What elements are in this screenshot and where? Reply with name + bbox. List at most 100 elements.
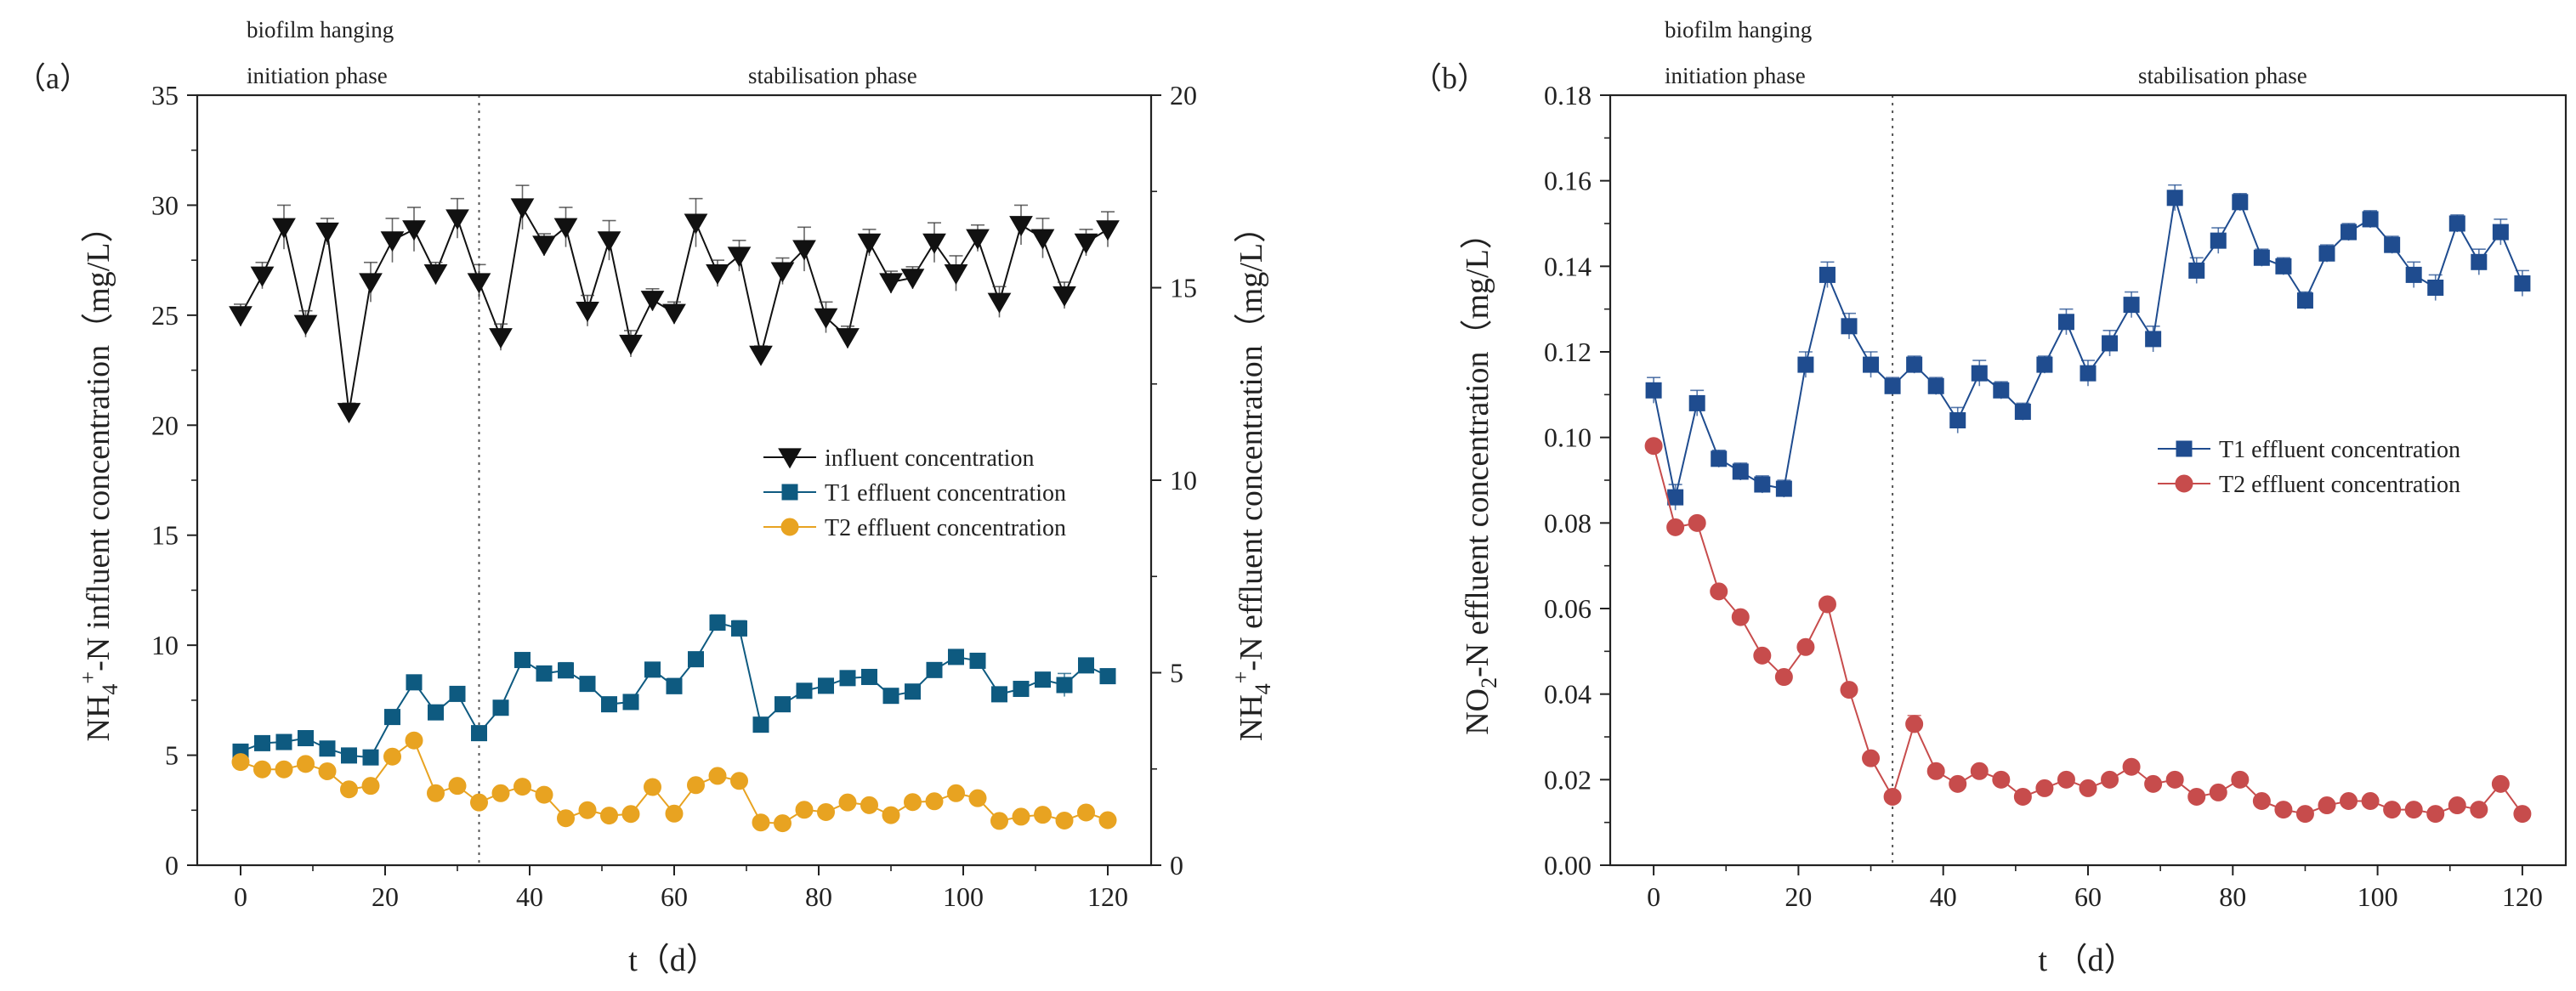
- panel-a-series-0-point: [1074, 233, 1098, 254]
- panel-b-left-y-tick-label: 0.02: [1544, 764, 1592, 795]
- panel-b-left-y-tick-label: 0.12: [1544, 337, 1592, 367]
- panel-a-series-1-point: [839, 670, 856, 687]
- panel-a-series-0-point: [684, 213, 708, 235]
- panel-b-series-1-point: [2035, 779, 2054, 797]
- panel-a-series-0-point: [987, 292, 1012, 314]
- panel-a-series-1-point: [991, 686, 1007, 703]
- panel-b-series-0-point: [2253, 249, 2270, 266]
- panel-a-right-y-tick-label: 0: [1170, 850, 1183, 881]
- panel-a-series-0-point: [402, 220, 426, 241]
- panel-a-series-1-point: [644, 661, 661, 678]
- panel-b-series-0-point: [2014, 403, 2031, 420]
- panel-a-series-0-point: [640, 291, 665, 312]
- panel-a-series-0-point: [857, 233, 882, 254]
- panel-b-series-0-point: [2448, 215, 2465, 232]
- panel-a-series-2-point: [275, 760, 293, 779]
- panel-a-series-1-point: [341, 747, 357, 764]
- panel-a-series-2-point: [860, 796, 878, 814]
- panel-b-axes: 0 20 40 60 80 100 120 0.00 0.02 0.04 0.06 0.08 0.10 0…: [1544, 80, 2567, 912]
- panel-b-legend-marker-0: [2176, 440, 2193, 457]
- panel-b-left-y-tick-label: 0.00: [1544, 850, 1592, 881]
- panel-a-legend: influent concentration T1 effluent concen…: [763, 445, 1066, 541]
- panel-a-series-0-point: [662, 303, 686, 325]
- panel-a-series-1-point: [969, 652, 986, 669]
- panel-b-series-0-point: [1775, 480, 1792, 497]
- panel-a-series-1-point: [861, 668, 877, 685]
- panel-b-series-1-point: [2448, 796, 2466, 815]
- panel-b-phase-initiation: initiation phase: [1665, 63, 1806, 88]
- panel-a-series-0-point: [727, 246, 752, 268]
- panel-b-series-1-point: [2426, 805, 2445, 824]
- panel-b-series-0-point: [1819, 266, 1836, 283]
- panel-a-series-2-point: [557, 809, 575, 828]
- panel-a-series-1-point: [601, 696, 617, 713]
- panel-b-series-1-point: [2057, 770, 2075, 789]
- panel-a-series-0-point: [619, 334, 643, 355]
- panel-a-series-1-point: [254, 734, 270, 751]
- panel-a-series-0-point: [879, 273, 903, 294]
- panel-a-left-y-tick-label: 30: [151, 190, 179, 220]
- panel-b-left-y-tick-label: 0.14: [1544, 251, 1592, 281]
- panel-b-series-0-point: [2123, 297, 2140, 314]
- panel-b-series-0-point: [2210, 232, 2227, 249]
- panel-a-x-tick-label: 0: [234, 881, 247, 912]
- panel-b-series-0-point: [1884, 377, 1901, 394]
- panel-b-series-1-point: [1840, 681, 1858, 699]
- panel-b-series-0-point: [2080, 365, 2097, 382]
- panel-a-series-1-point: [1078, 657, 1094, 674]
- panel-a-x-tick-label: 40: [516, 881, 543, 912]
- panel-a-x-tick-label: 100: [943, 881, 984, 912]
- panel-a-series-2-point: [383, 747, 401, 766]
- panel-a-right-ylabel: NH4+-N effluent concentration（mg/L）: [1228, 211, 1275, 741]
- panel-a-series-0-point: [770, 262, 795, 283]
- panel-b-x-tick-label: 0: [1647, 881, 1660, 912]
- panel-b-series-0-point: [2145, 331, 2162, 348]
- panel-b-series-0-point: [1949, 412, 1966, 429]
- panel-b-series-1-point: [1644, 437, 1663, 456]
- panel-a-series-1-point: [796, 682, 813, 699]
- panel-a-right-y-tick-label: 15: [1170, 273, 1197, 303]
- panel-b-series-1-point: [2491, 774, 2510, 793]
- panel-a-series-1-point: [449, 685, 466, 702]
- panel-b-series-0-point: [1863, 356, 1880, 373]
- panel-b-series-0-point: [2341, 224, 2358, 241]
- panel-b-series-0-point: [2318, 245, 2335, 262]
- panel-a-series-1-point: [558, 662, 574, 679]
- panel-a-series-0: [229, 184, 1120, 424]
- panel-b-legend: T1 effluent concentration T2 effluent con…: [2158, 437, 2460, 498]
- panel-a-series-0-point: [359, 273, 383, 294]
- panel-a-series-2-point: [535, 785, 553, 804]
- panel-b-phase-line1: biofilm hanging: [1665, 17, 1812, 42]
- panel-b-series-0-point: [1841, 318, 1858, 335]
- panel-b-series-0-point: [2275, 258, 2292, 275]
- panel-b-left-y-tick-label: 0.08: [1544, 507, 1592, 538]
- panel-a-series-1-point: [688, 651, 704, 668]
- panel-b-legend-label-0: T1 effluent concentration: [2219, 437, 2460, 463]
- panel-a-series-1-point: [362, 749, 379, 766]
- panel-b-series-1-point: [1688, 513, 1706, 532]
- panel-b-x-tick-label: 20: [1784, 881, 1812, 912]
- panel-a-series-0-point: [1030, 229, 1055, 250]
- panel-b-series-0-point: [1667, 489, 1684, 506]
- panel-a-series-2-point: [297, 755, 315, 773]
- panel-a-series-0-point: [315, 222, 339, 243]
- panel-b-series-0: [1645, 184, 2531, 511]
- panel-b-series-0-point: [2384, 236, 2401, 253]
- panel-a-legend-marker-2: [780, 518, 799, 536]
- panel-a-series-2-point: [687, 776, 705, 795]
- panel-a-series-2-point: [361, 777, 380, 796]
- panel-a-series-1: [232, 614, 1116, 766]
- panel-b-series-0-point: [1927, 377, 1944, 394]
- panel-a-series-2-point: [405, 731, 423, 750]
- panel-a-series-0-point: [792, 240, 816, 261]
- panel-a-phase-initiation: initiation phase: [247, 63, 388, 88]
- panel-a-legend-marker-1: [781, 484, 798, 501]
- panel-a-right-y-tick-label: 10: [1170, 465, 1197, 496]
- panel-a-series-0-point: [510, 198, 535, 219]
- panel-b-series-1-point: [2101, 770, 2119, 789]
- panel-b-x-tick-label: 100: [2358, 881, 2398, 912]
- panel-a-series-2-point: [774, 814, 792, 833]
- panel-b-label: （b）: [1411, 61, 1488, 95]
- panel-a-series-2-point: [1055, 811, 1074, 830]
- panel-a-left-y-tick-label: 25: [151, 300, 179, 331]
